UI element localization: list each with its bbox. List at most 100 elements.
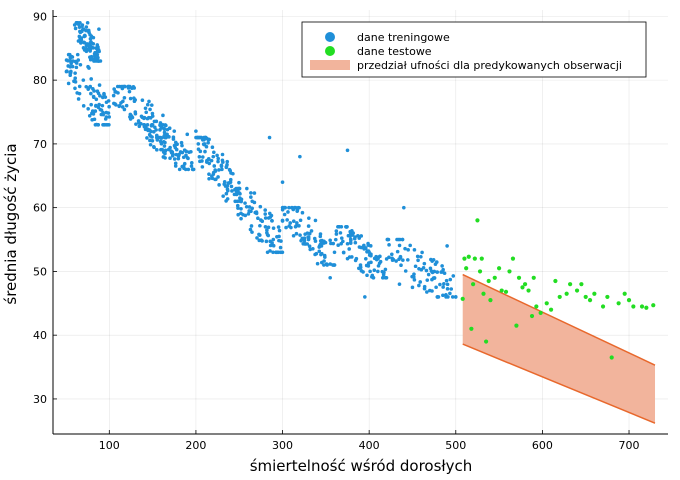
x-tick-label: 200 <box>185 439 206 452</box>
train-point <box>139 121 143 126</box>
train-point <box>147 99 151 104</box>
train-point <box>237 180 241 185</box>
train-point <box>164 123 168 128</box>
x-axis-label: śmiertelność wśród dorosłych <box>250 457 473 475</box>
train-point <box>174 147 179 152</box>
train-point <box>406 258 410 262</box>
train-point <box>133 110 138 114</box>
train-point <box>427 288 432 293</box>
train-point <box>122 107 127 112</box>
train-point <box>225 197 230 201</box>
train-point <box>68 56 73 60</box>
train-point <box>84 25 89 29</box>
train-point <box>413 264 418 269</box>
train-point <box>363 295 367 299</box>
train-point <box>258 204 263 209</box>
train-point <box>102 92 106 97</box>
train-point <box>385 237 390 242</box>
train-point <box>322 259 326 263</box>
train-point <box>94 103 98 108</box>
train-point <box>354 256 359 261</box>
train-point <box>337 224 342 229</box>
train-point <box>302 238 307 243</box>
train-point <box>131 84 136 89</box>
train-point <box>220 152 225 157</box>
test-point <box>644 305 649 310</box>
x-tick-label: 700 <box>619 439 640 452</box>
train-point <box>204 144 209 149</box>
test-point <box>462 256 467 261</box>
train-point <box>295 208 300 213</box>
train-point <box>112 87 116 91</box>
train-point <box>430 277 434 282</box>
train-point <box>152 119 157 124</box>
train-point <box>96 59 100 63</box>
train-point <box>85 42 90 47</box>
train-point <box>438 282 442 287</box>
legend-marker-train <box>325 32 335 42</box>
train-point <box>366 243 371 248</box>
train-point <box>88 37 93 41</box>
train-point <box>368 269 372 274</box>
train-point <box>81 78 86 82</box>
train-point <box>285 218 289 222</box>
train-point <box>323 255 327 259</box>
train-point <box>308 247 313 252</box>
test-point <box>529 313 535 319</box>
train-point <box>219 163 224 168</box>
train-point <box>284 225 288 230</box>
train-point <box>313 218 318 223</box>
train-point <box>279 239 283 243</box>
train-point <box>306 237 311 242</box>
test-point <box>481 291 486 296</box>
train-point <box>412 275 416 279</box>
train-point <box>293 224 298 229</box>
train-point <box>178 150 183 154</box>
legend-label-test: dane testowe <box>357 45 432 58</box>
train-point <box>82 33 87 38</box>
train-point <box>230 189 234 193</box>
train-point <box>97 102 101 107</box>
train-point <box>450 295 455 299</box>
train-point <box>76 97 81 101</box>
train-point <box>263 225 268 229</box>
train-point <box>177 167 182 172</box>
train-point <box>88 55 92 59</box>
train-point <box>376 269 380 274</box>
train-point <box>290 205 294 210</box>
train-point <box>152 145 156 150</box>
train-point <box>300 236 304 241</box>
train-point <box>202 142 207 146</box>
train-point <box>176 156 181 161</box>
test-point <box>466 254 471 259</box>
train-point <box>235 203 240 208</box>
train-point <box>401 258 405 262</box>
train-point <box>84 46 89 51</box>
train-point <box>194 129 198 133</box>
train-point <box>307 216 311 220</box>
train-point <box>152 130 156 134</box>
train-point <box>80 27 85 32</box>
train-point <box>198 159 202 164</box>
train-point <box>234 192 239 197</box>
train-point <box>150 122 155 127</box>
train-point <box>425 290 429 294</box>
train-point <box>196 147 201 152</box>
train-point <box>115 84 120 89</box>
train-point <box>350 233 355 237</box>
train-point <box>207 161 212 166</box>
train-point <box>74 21 79 26</box>
train-point <box>191 167 196 172</box>
train-point <box>408 243 412 248</box>
train-point <box>66 81 71 86</box>
train-point <box>91 46 96 50</box>
train-point <box>91 112 96 116</box>
train-point <box>89 77 94 81</box>
train-point <box>303 242 308 246</box>
train-point <box>98 107 103 112</box>
train-point <box>247 209 251 213</box>
train-point <box>91 95 96 100</box>
train-point <box>120 105 125 109</box>
test-point <box>496 266 502 271</box>
test-point <box>520 285 525 290</box>
